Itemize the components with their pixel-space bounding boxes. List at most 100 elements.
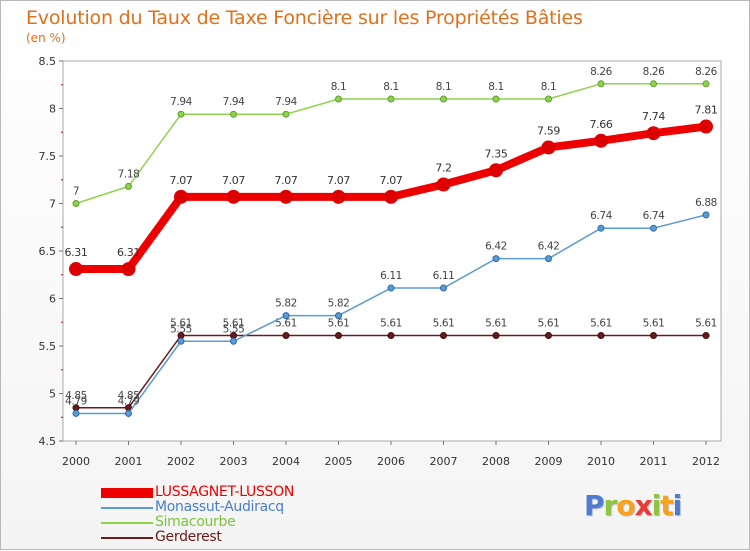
data-label-gerderest: 5.61 xyxy=(380,318,402,330)
y-tick-label: 7 xyxy=(49,198,56,211)
data-label-monassut-audiracq: 6.74 xyxy=(643,210,665,222)
data-label-simacourbe: 7.94 xyxy=(170,96,192,108)
data-point-lussagnet-lusson xyxy=(384,189,398,204)
data-label-monassut-audiracq: 5.55 xyxy=(223,323,245,335)
data-point-monassut-audiracq xyxy=(230,337,237,345)
x-tick-label: 2001 xyxy=(115,455,143,468)
x-tick-label: 2008 xyxy=(482,455,510,468)
data-point-monassut-audiracq xyxy=(492,255,500,263)
data-point-gerderest xyxy=(702,332,710,340)
data-label-lussagnet-lusson: 7.35 xyxy=(485,147,508,160)
data-label-gerderest: 5.61 xyxy=(485,318,507,330)
data-label-lussagnet-lusson: 7.07 xyxy=(275,174,298,187)
data-label-monassut-audiracq: 5.55 xyxy=(170,323,192,335)
data-point-simacourbe xyxy=(650,80,657,88)
data-point-gerderest xyxy=(545,332,552,340)
data-point-simacourbe xyxy=(387,95,395,103)
data-label-lussagnet-lusson: 7.81 xyxy=(695,104,718,117)
data-label-lussagnet-lusson: 6.31 xyxy=(117,246,140,259)
data-point-simacourbe xyxy=(230,110,237,118)
data-point-lussagnet-lusson xyxy=(594,133,608,148)
data-label-simacourbe: 7 xyxy=(73,186,79,198)
data-point-gerderest xyxy=(650,332,657,340)
data-label-gerderest: 5.61 xyxy=(590,318,612,330)
data-label-lussagnet-lusson: 7.07 xyxy=(222,174,245,187)
data-point-simacourbe xyxy=(492,95,500,103)
data-label-monassut-audiracq: 4.79 xyxy=(65,395,87,407)
data-point-lussagnet-lusson xyxy=(699,119,713,134)
data-point-lussagnet-lusson xyxy=(541,140,556,155)
data-label-monassut-audiracq: 6.42 xyxy=(538,241,560,253)
data-point-monassut-audiracq xyxy=(702,211,710,219)
data-point-lussagnet-lusson xyxy=(226,189,241,204)
y-tick-label: 7.5 xyxy=(39,150,57,163)
data-point-gerderest xyxy=(282,332,290,340)
brand-letter: r xyxy=(603,489,618,522)
x-tick-label: 2002 xyxy=(167,455,195,468)
brand-letter: i xyxy=(672,489,683,522)
y-tick-label: 6 xyxy=(49,293,56,306)
data-point-simacourbe xyxy=(282,110,290,118)
data-point-simacourbe xyxy=(440,95,447,103)
data-point-monassut-audiracq xyxy=(282,312,290,320)
data-label-gerderest: 5.61 xyxy=(433,318,455,330)
data-point-monassut-audiracq xyxy=(177,337,185,345)
data-label-gerderest: 5.61 xyxy=(170,318,192,330)
data-point-simacourbe xyxy=(72,200,80,207)
legend-swatch-monassut xyxy=(101,507,153,509)
data-label-simacourbe: 8.1 xyxy=(541,81,557,93)
data-label-lussagnet-lusson: 7.66 xyxy=(590,118,613,131)
data-point-lussagnet-lusson xyxy=(279,189,293,204)
data-label-monassut-audiracq: 6.42 xyxy=(485,241,507,253)
data-point-simacourbe xyxy=(177,110,185,118)
data-label-lussagnet-lusson: 7.74 xyxy=(642,110,665,123)
data-point-monassut-audiracq xyxy=(387,284,395,292)
y-tick-label: 5 xyxy=(49,388,56,401)
data-label-lussagnet-lusson: 7.59 xyxy=(537,124,560,137)
data-label-simacourbe: 8.26 xyxy=(695,66,717,78)
data-point-lussagnet-lusson xyxy=(489,163,503,178)
plot-area xyxy=(62,60,722,442)
data-label-simacourbe: 8.1 xyxy=(383,81,399,93)
x-tick-label: 2009 xyxy=(535,455,563,468)
data-point-gerderest xyxy=(492,332,500,340)
y-tick-label: 8.5 xyxy=(39,55,57,68)
data-point-gerderest xyxy=(335,332,342,340)
data-label-gerderest: 5.61 xyxy=(695,318,717,330)
data-label-monassut-audiracq: 5.82 xyxy=(328,298,350,310)
x-tick-label: 2005 xyxy=(325,455,353,468)
data-label-simacourbe: 8.1 xyxy=(436,81,452,93)
brand-letter: o xyxy=(616,489,635,522)
data-label-lussagnet-lusson: 7.07 xyxy=(380,174,403,187)
data-point-monassut-audiracq xyxy=(440,284,447,292)
data-point-gerderest xyxy=(387,332,395,340)
data-label-lussagnet-lusson: 6.31 xyxy=(65,246,88,259)
y-tick-label: 4.5 xyxy=(39,435,57,448)
data-label-monassut-audiracq: 6.11 xyxy=(380,270,402,282)
y-tick-label: 6.5 xyxy=(39,245,57,258)
data-point-gerderest xyxy=(440,332,447,340)
data-point-simacourbe xyxy=(702,80,710,88)
brand-logo: Proxiti xyxy=(584,489,683,522)
legend-swatch-simacourbe xyxy=(101,522,153,524)
data-point-monassut-audiracq xyxy=(125,409,132,417)
data-point-lussagnet-lusson xyxy=(69,262,83,277)
data-label-gerderest: 4.85 xyxy=(118,390,140,402)
x-tick-label: 2004 xyxy=(272,455,300,468)
data-label-gerderest: 4.85 xyxy=(65,390,87,402)
data-point-monassut-audiracq xyxy=(545,255,552,263)
data-point-monassut-audiracq xyxy=(597,224,605,232)
chart-unit: (en %) xyxy=(26,31,66,45)
legend-label-simacourbe: Simacourbe xyxy=(155,514,236,530)
data-label-lussagnet-lusson: 7.07 xyxy=(327,174,350,187)
data-label-gerderest: 5.61 xyxy=(643,318,665,330)
brand-letter: i xyxy=(651,489,662,522)
data-label-simacourbe: 7.94 xyxy=(275,96,297,108)
data-point-monassut-audiracq xyxy=(72,409,80,417)
brand-letter: P xyxy=(584,489,605,522)
x-tick-label: 2011 xyxy=(640,455,668,468)
x-tick-label: 2003 xyxy=(220,455,248,468)
brand-letter: t xyxy=(660,489,673,522)
data-label-simacourbe: 7.18 xyxy=(118,168,140,180)
